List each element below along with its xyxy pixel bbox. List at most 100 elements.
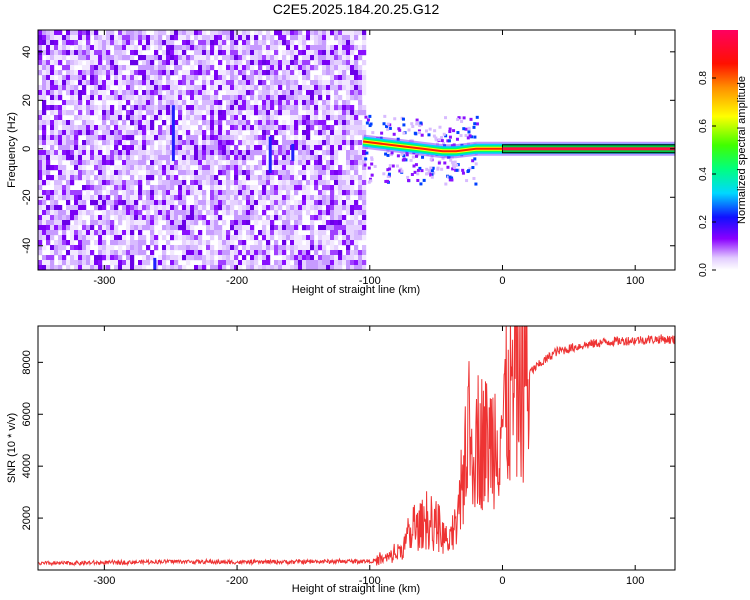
heatmap-cell — [46, 225, 51, 231]
heatmap-cell — [106, 250, 111, 256]
heatmap-cell — [314, 160, 319, 166]
heatmap-cell — [82, 95, 87, 101]
heatmap-cell — [222, 245, 227, 251]
heatmap-cell — [170, 85, 175, 91]
heatmap-cell — [238, 215, 243, 221]
heatmap-cell — [230, 250, 235, 256]
heatmap-cell — [302, 125, 307, 131]
heatmap-cell — [210, 245, 215, 251]
heatmap-cell — [411, 155, 415, 159]
heatmap-cell — [86, 230, 91, 236]
heatmap-cell — [354, 35, 359, 41]
heatmap-cell — [302, 50, 307, 56]
heatmap-cell — [186, 110, 191, 116]
heatmap-cell — [298, 170, 303, 176]
heatmap-cell — [126, 165, 131, 171]
heatmap-cell — [350, 60, 355, 66]
heatmap-cell — [226, 120, 231, 126]
heatmap-cell — [441, 156, 445, 160]
heatmap-cell — [226, 230, 231, 236]
heatmap-cell — [230, 40, 235, 46]
heatmap-cell — [274, 150, 279, 156]
heatmap-cell — [282, 95, 287, 101]
heatmap-cell — [230, 260, 235, 266]
heatmap-cell — [286, 30, 291, 36]
heatmap-cell — [238, 65, 243, 71]
heatmap-cell — [306, 190, 311, 196]
heatmap-cell — [350, 115, 355, 121]
heatmap-cell — [322, 210, 327, 216]
heatmap-cell — [322, 155, 327, 161]
heatmap-cell — [314, 55, 319, 61]
heatmap-cell — [138, 175, 143, 181]
heatmap-cell — [334, 210, 339, 216]
heatmap-cell — [186, 150, 191, 156]
heatmap-cell — [190, 180, 195, 186]
heatmap-cell — [110, 90, 115, 96]
heatmap-cell — [202, 115, 207, 121]
heatmap-cell — [270, 195, 275, 201]
heatmap-cell — [246, 40, 251, 46]
heatmap-cell — [50, 70, 55, 76]
heatmap-cell — [314, 30, 319, 36]
heatmap-cell — [282, 175, 287, 181]
heatmap-cell — [130, 145, 135, 151]
heatmap-cell — [110, 170, 115, 176]
heatmap-cell — [70, 145, 75, 151]
heatmap-cell — [230, 70, 235, 76]
heatmap-cell — [270, 85, 275, 91]
heatmap-cell — [182, 210, 187, 216]
heatmap-cell — [70, 250, 75, 256]
heatmap-cell — [334, 45, 339, 51]
heatmap-cell — [384, 179, 388, 183]
heatmap-cell — [258, 80, 263, 86]
heatmap-cell — [462, 127, 466, 131]
heatmap-cell — [134, 160, 139, 166]
heatmap-cell — [218, 65, 223, 71]
heatmap-cell — [286, 265, 291, 270]
heatmap-cell — [242, 125, 247, 131]
heatmap-cell — [334, 195, 339, 201]
heatmap-cell — [130, 110, 135, 116]
heatmap-cell — [474, 182, 478, 186]
heatmap-cell — [294, 50, 299, 56]
heatmap-cell — [198, 130, 203, 136]
heatmap-cell — [50, 80, 55, 86]
heatmap-cell — [314, 210, 319, 216]
heatmap-cell — [158, 75, 163, 81]
heatmap-cell — [158, 190, 163, 196]
heatmap-cell — [430, 169, 434, 173]
heatmap-cell — [350, 125, 355, 131]
heatmap-cell — [350, 180, 355, 186]
heatmap-cell — [138, 210, 143, 216]
heatmap-cell — [218, 125, 223, 131]
heatmap-cell — [402, 157, 406, 161]
heatmap-cell — [274, 195, 279, 201]
heatmap-cell — [290, 175, 295, 181]
heatmap-cell — [210, 190, 215, 196]
heatmap-cell — [46, 210, 51, 216]
heatmap-cell — [334, 75, 339, 81]
heatmap-cell — [334, 65, 339, 71]
heatmap-cell — [66, 90, 71, 96]
heatmap-cell — [450, 160, 454, 164]
heatmap-cell — [270, 235, 275, 241]
heatmap-cell — [202, 65, 207, 71]
heatmap-cell — [250, 45, 255, 51]
heatmap-cell — [294, 90, 299, 96]
heatmap-cell — [210, 50, 215, 56]
heatmap-cell — [126, 145, 131, 151]
heatmap-cell — [358, 205, 363, 211]
heatmap-cell — [302, 85, 307, 91]
heatmap-cell — [218, 45, 223, 51]
heatmap-cell — [350, 165, 355, 171]
heatmap-cell — [122, 205, 127, 211]
heatmap-cell — [262, 40, 267, 46]
heatmap-cell — [242, 75, 247, 81]
heatmap-cell — [198, 155, 203, 161]
heatmap-cell — [250, 175, 255, 181]
heatmap-cell — [66, 70, 71, 76]
heatmap-cell — [362, 70, 367, 76]
heatmap-cell — [350, 260, 355, 266]
heatmap-cell — [318, 130, 323, 136]
